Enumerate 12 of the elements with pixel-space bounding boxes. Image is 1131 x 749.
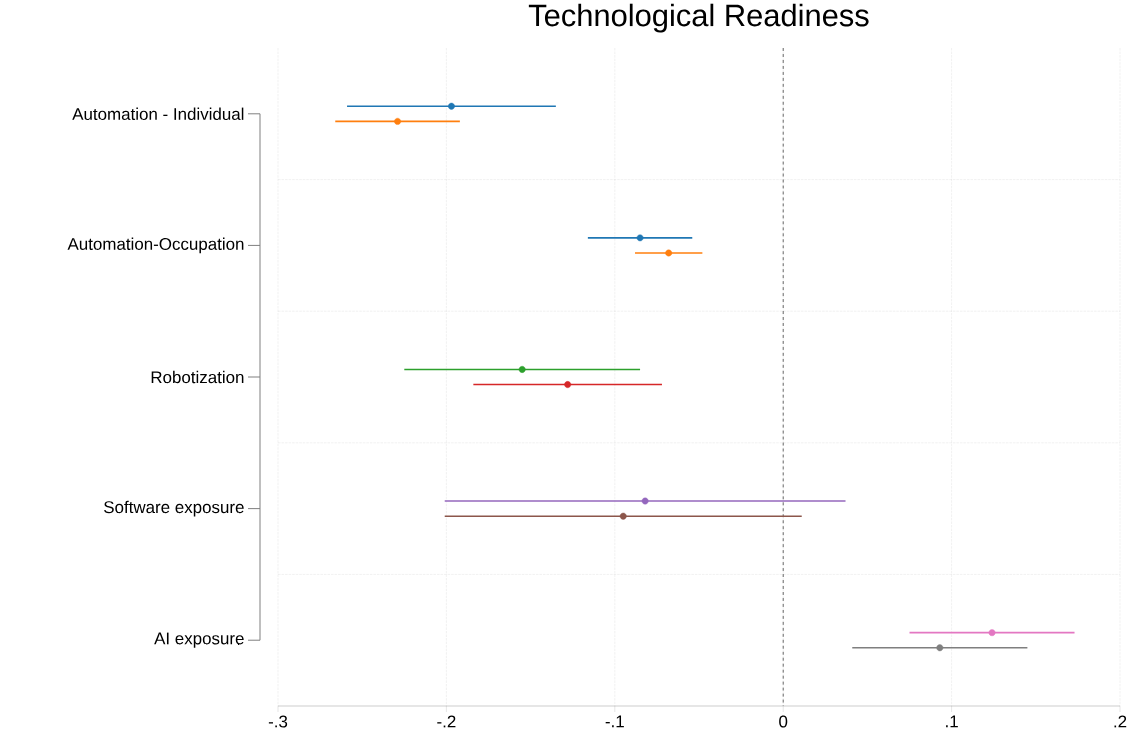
x-tick-label: .1 xyxy=(946,715,958,728)
chart-title: Technological Readiness xyxy=(528,3,869,33)
y-tick-label: Robotization xyxy=(151,370,244,384)
x-tick-label: .2 xyxy=(1114,715,1127,728)
y-tick-label: Automation-Occupation xyxy=(67,237,244,254)
y-tick-label: AI exposure xyxy=(154,632,244,648)
x-tick-label: -.2 xyxy=(437,715,456,728)
y-tick-label: Automation - Individual xyxy=(72,107,244,121)
x-tick-label: -.3 xyxy=(268,715,288,728)
x-tick-label: 0 xyxy=(779,715,788,728)
x-tick-label: -.1 xyxy=(605,715,624,728)
y-tick-label: Software exposure xyxy=(104,500,244,517)
